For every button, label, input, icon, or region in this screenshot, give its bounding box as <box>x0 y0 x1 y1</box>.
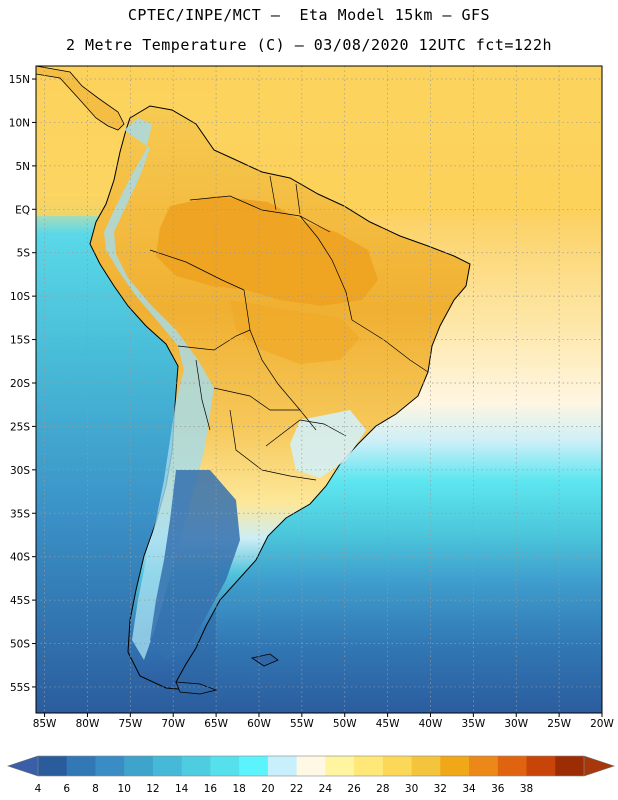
colorbar-segment <box>555 756 585 776</box>
andes-cool-ridge <box>104 118 214 660</box>
colorbar-segment <box>124 756 154 776</box>
colorbar-segment <box>497 756 528 776</box>
central-brazil-warm <box>230 300 360 364</box>
colorbar-segment <box>382 756 413 776</box>
lat-label: 50S <box>10 639 30 651</box>
lon-label: 55W <box>290 718 314 730</box>
colorbar-segment <box>181 756 211 776</box>
colorbar-label: 20 <box>261 783 274 795</box>
lat-label: 15S <box>10 335 30 347</box>
longitude-labels: 85W 80W 75W 70W 65W 60W 55W 50W 45W 40W 35W 30W 25W 2… <box>33 713 614 730</box>
colorbar-segment <box>210 756 240 776</box>
colorbar-segment <box>469 756 499 776</box>
colorbar-label: 18 <box>232 783 245 795</box>
colorbar-segment <box>354 756 384 776</box>
map-title-line2: 2 Metre Temperature (C) – 03/08/2020 12U… <box>65 36 553 54</box>
colorbar-low-arrow <box>7 755 39 777</box>
lon-label: 25W <box>547 718 571 730</box>
colorbar-high-arrow <box>583 755 615 777</box>
lon-label: 60W <box>247 718 271 730</box>
colorbar-segment <box>38 756 68 776</box>
amazon-hot-zone <box>156 196 378 306</box>
colorbar-label: 4 <box>35 783 42 795</box>
colorbar-segment <box>526 756 556 776</box>
colorbar-segment <box>325 756 355 776</box>
temperature-colorbar: 4 6 8 10 12 14 16 18 20 22 24 26 28 30 32 34 36 38 <box>7 755 615 795</box>
lon-label: 50W <box>333 718 357 730</box>
lon-label: 45W <box>376 718 400 730</box>
lat-label: 10N <box>9 117 30 129</box>
colorbar-label: 24 <box>319 783 333 795</box>
map-frame <box>35 65 603 714</box>
lat-label: 35S <box>10 508 30 520</box>
lon-label: 70W <box>161 718 185 730</box>
colorbar-segment <box>296 756 326 776</box>
lat-label: 55S <box>10 682 30 694</box>
colorbar-label: 16 <box>204 783 218 795</box>
colorbar-label: 8 <box>92 783 99 795</box>
colorbar-label: 10 <box>118 783 131 795</box>
colorbar-label: 38 <box>520 783 533 795</box>
tierra-del-fuego <box>175 681 218 695</box>
colorbar-segment <box>66 756 96 776</box>
latitude-labels: 15N 10N 5N EQ 5S 10S 15S 20S 25S 30S 35S 40S 45S 50S 5… <box>9 74 36 694</box>
lon-label: 30W <box>504 718 528 730</box>
patagonia-cold <box>150 470 240 660</box>
colorbar-label: 36 <box>491 783 505 795</box>
lat-label: EQ <box>15 204 30 216</box>
lat-label: 30S <box>10 465 30 477</box>
lon-label: 35W <box>461 718 485 730</box>
colorbar-outline <box>37 755 585 777</box>
colorbar-segment <box>411 756 441 776</box>
lat-label: 45S <box>10 595 30 607</box>
colorbar-label: 34 <box>462 783 476 795</box>
map-area <box>36 66 602 713</box>
colorbar-segment <box>440 756 470 776</box>
colorbar-label: 26 <box>347 783 361 795</box>
southern-brazil-cool <box>290 410 366 478</box>
lat-label: 5S <box>17 248 31 260</box>
map-title-line1: CPTEC/INPE/MCT – Eta Model 15km – GFS <box>127 6 491 24</box>
lon-label: 65W <box>204 718 228 730</box>
lon-label: 80W <box>76 718 100 730</box>
lon-label: 20W <box>590 718 614 730</box>
colorbar-segment <box>239 756 269 776</box>
lon-label: 75W <box>118 718 142 730</box>
lat-label: 20S <box>10 378 30 390</box>
colorbar-label: 28 <box>376 783 389 795</box>
central-america <box>36 66 125 131</box>
colorbar-label: 32 <box>434 783 447 795</box>
colorbar-segment <box>267 756 298 776</box>
falkland-islands <box>250 653 279 667</box>
colorbar-label: 22 <box>290 783 303 795</box>
colorbar-label: 14 <box>175 783 189 795</box>
colorbar-segment <box>95 756 125 776</box>
colorbar-label: 6 <box>63 783 70 795</box>
lat-label: 5N <box>15 161 30 173</box>
lat-label: 25S <box>10 421 30 433</box>
lat-label: 40S <box>10 552 30 564</box>
colorbar-label: 30 <box>405 783 418 795</box>
lon-label: 85W <box>33 718 57 730</box>
colorbar-label: 12 <box>146 783 159 795</box>
lon-label: 40W <box>419 718 443 730</box>
lat-label: 15N <box>9 74 30 86</box>
colorbar-segment <box>152 756 183 776</box>
lat-label: 10S <box>10 291 30 303</box>
